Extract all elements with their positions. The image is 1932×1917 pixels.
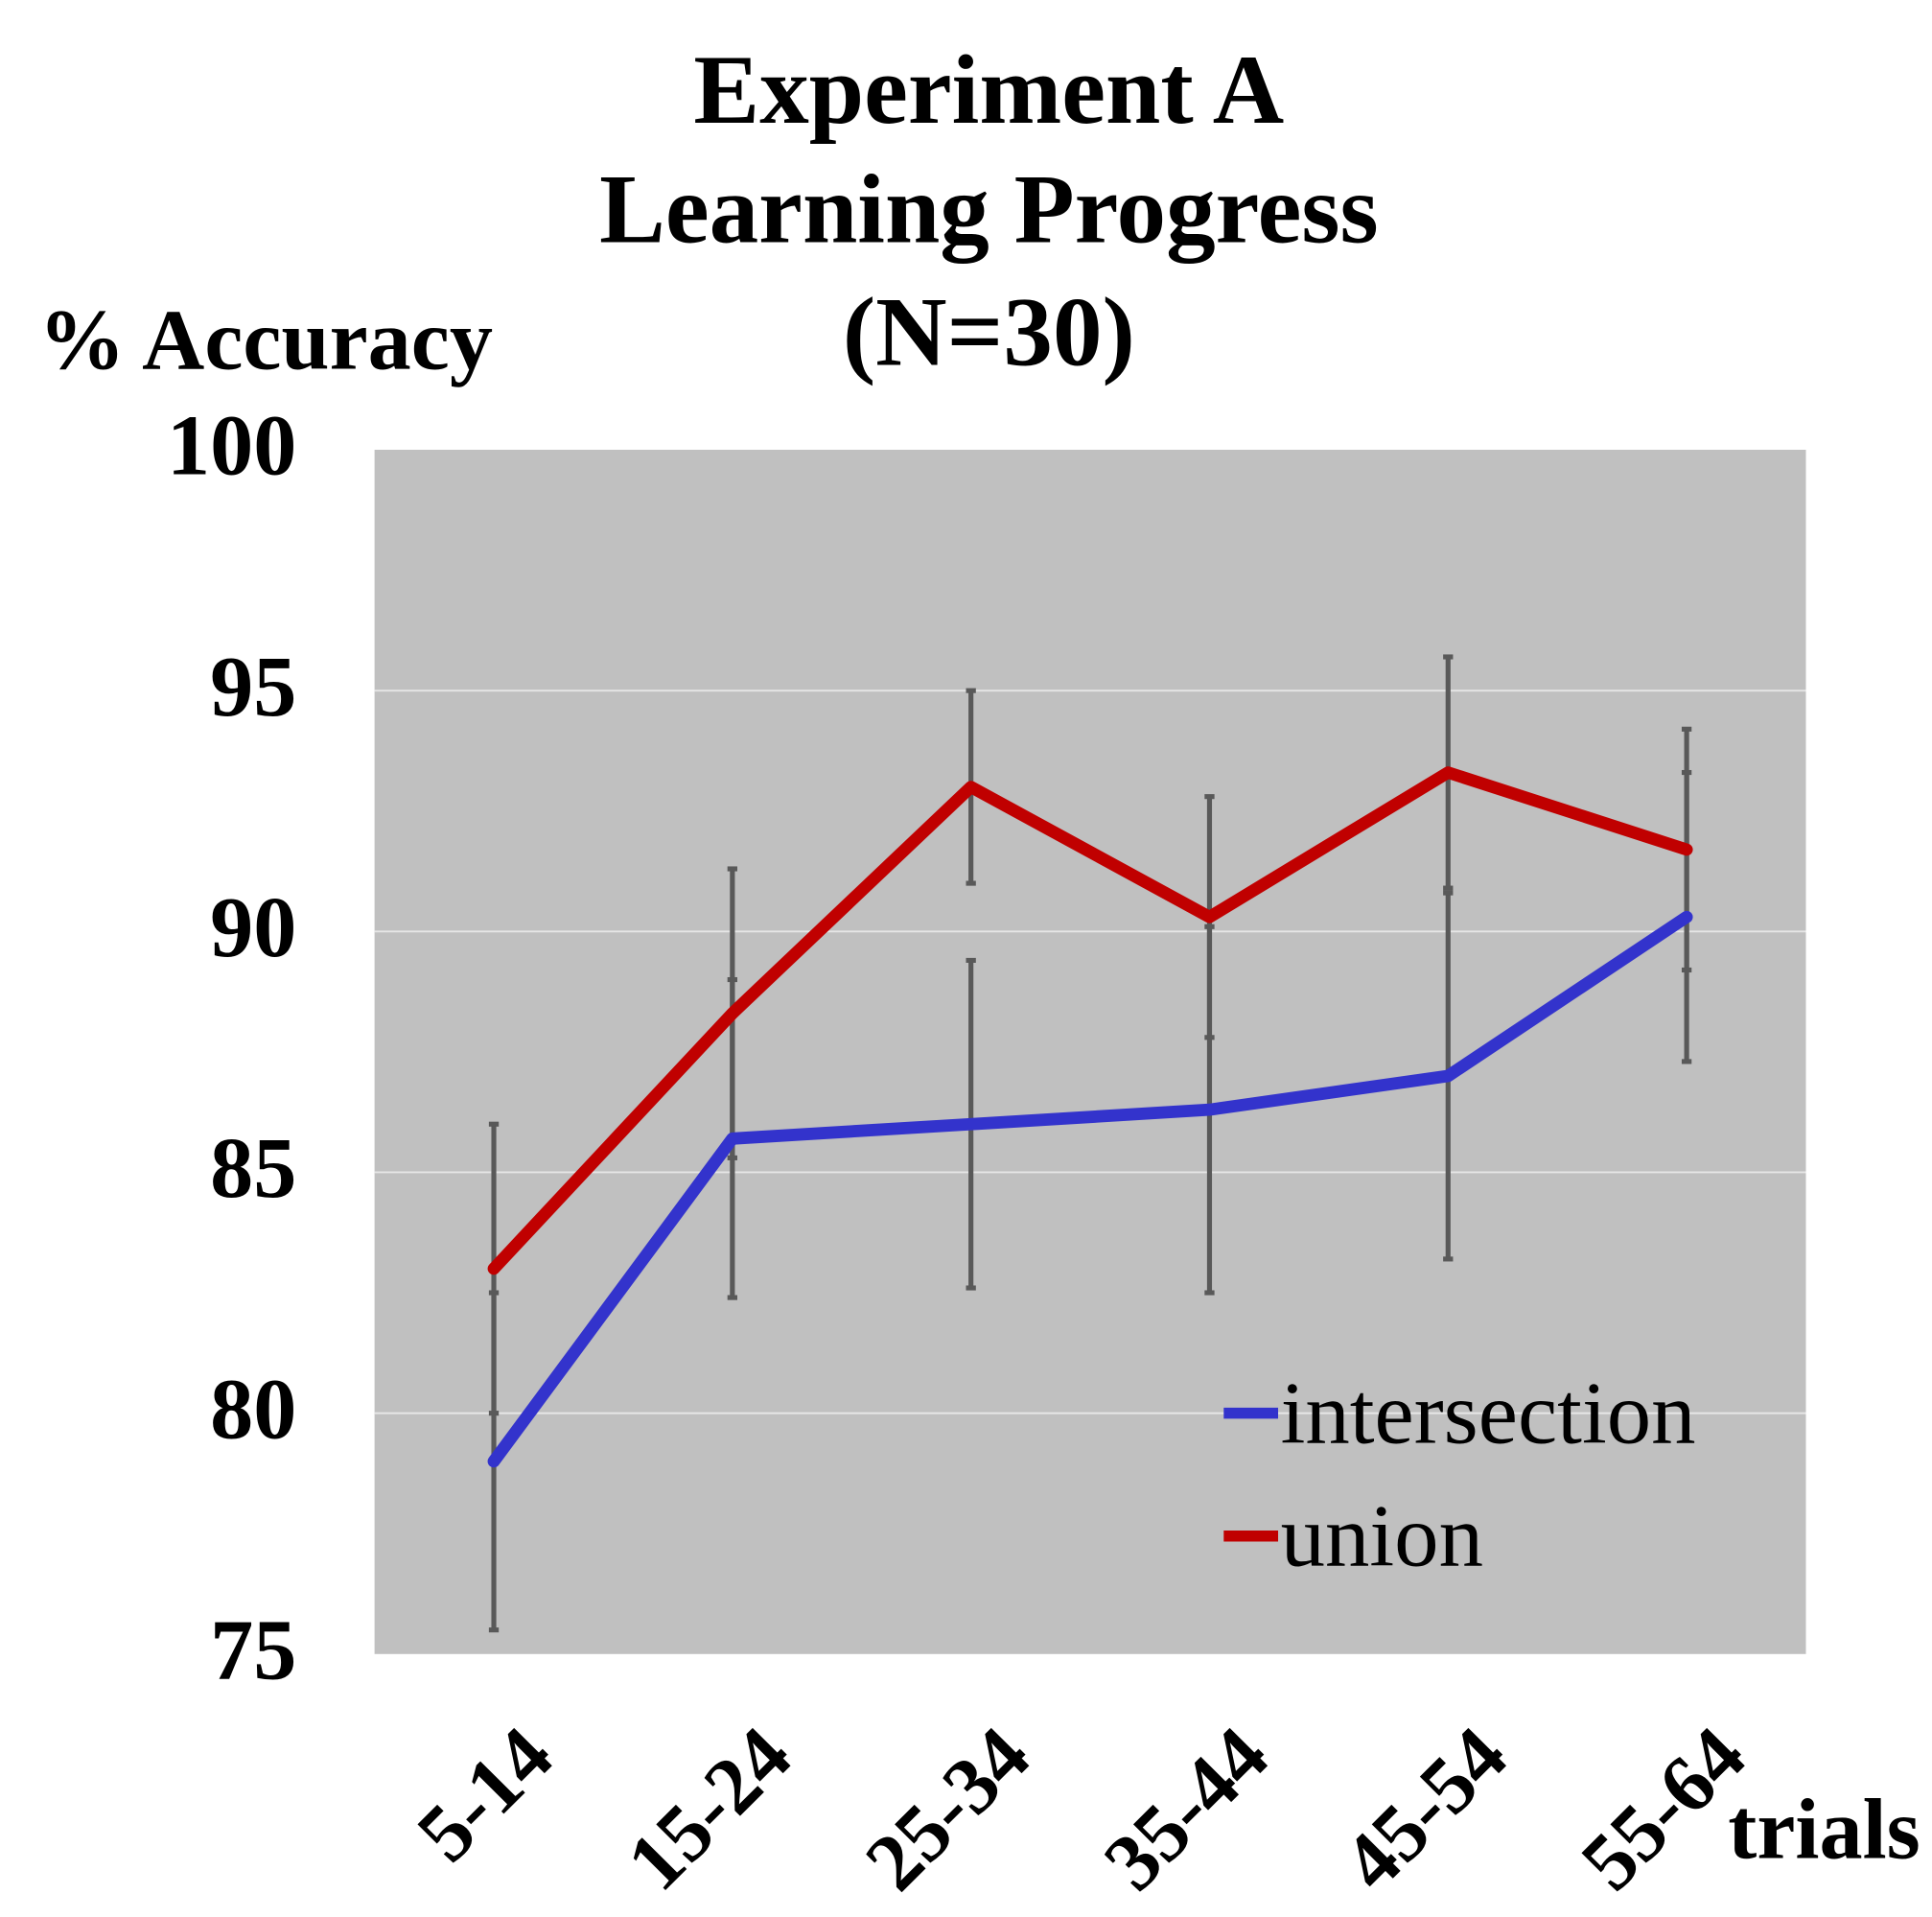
legend-label: union: [1281, 1488, 1483, 1586]
chart-title: (N=30): [843, 278, 1135, 387]
chart-title: Experiment A: [693, 35, 1284, 145]
y-tick-label: 90: [210, 880, 296, 975]
x-tick-label: 45-54: [1325, 1710, 1524, 1907]
y-tick-label: 80: [210, 1363, 296, 1458]
y-tick-label: 85: [210, 1121, 296, 1216]
legend-label: intersection: [1281, 1366, 1696, 1463]
x-tick-label: 15-24: [610, 1710, 808, 1907]
y-axis-label: % Accuracy: [38, 293, 493, 388]
chart-title: Learning Progress: [599, 155, 1379, 265]
x-axis-label: trials: [1728, 1783, 1920, 1878]
x-tick-label: 25-34: [849, 1710, 1047, 1907]
y-tick-label: 75: [210, 1603, 296, 1698]
y-tick-label: 100: [167, 399, 296, 494]
x-tick-label: 35-44: [1087, 1710, 1286, 1907]
plot-area: [374, 449, 1806, 1654]
line-series: [487, 910, 1693, 1468]
line-series: [487, 766, 1693, 1275]
y-tick-label: 95: [210, 640, 296, 735]
x-tick-label: 5-14: [400, 1710, 570, 1879]
